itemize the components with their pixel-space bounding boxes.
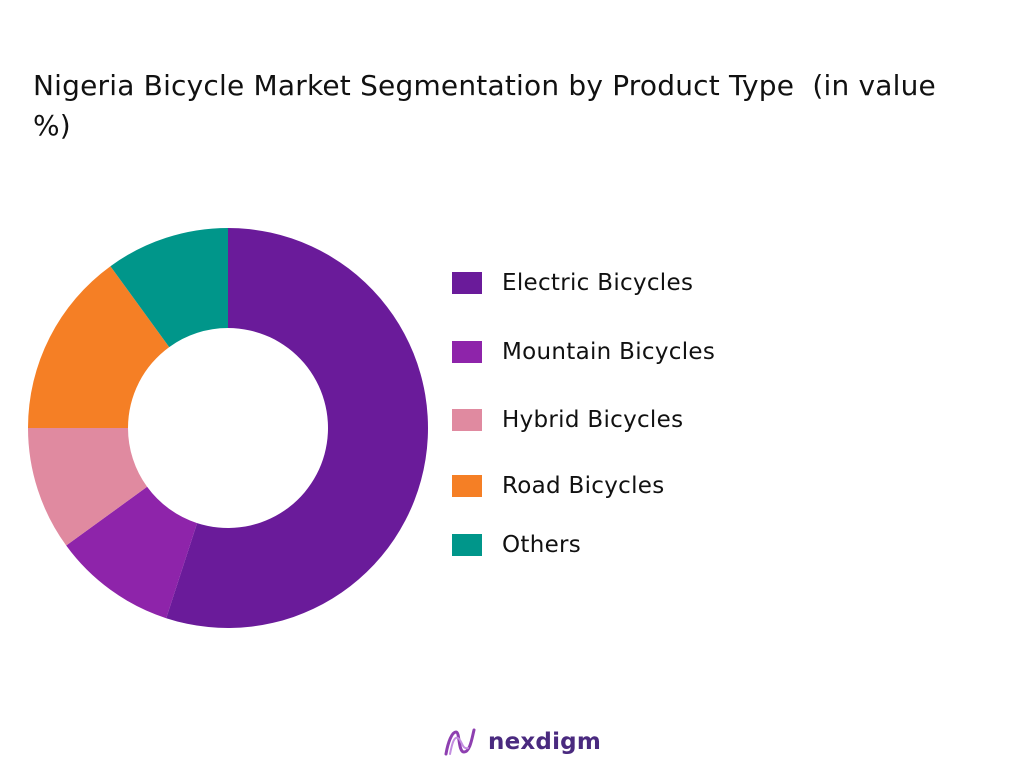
- brand: nexdigm: [442, 722, 601, 762]
- legend-swatch: [452, 341, 482, 363]
- donut-slice-others: [110, 228, 228, 348]
- legend-item: Others: [452, 528, 581, 562]
- brand-name: nexdigm: [488, 729, 601, 755]
- donut-slice-road-bicycles: [28, 266, 170, 428]
- legend-swatch: [452, 475, 482, 497]
- legend-item: Mountain Bicycles: [452, 335, 715, 369]
- legend-label: Electric Bicycles: [502, 270, 694, 296]
- legend-label: Road Bicycles: [502, 473, 665, 499]
- donut-slice-mountain-bicycles: [66, 486, 198, 619]
- nexdigm-logo-icon: [444, 728, 476, 756]
- legend-swatch: [452, 534, 482, 556]
- legend-item: Hybrid Bicycles: [452, 403, 683, 437]
- legend-label: Mountain Bicycles: [502, 339, 716, 365]
- legend-label: Others: [502, 532, 582, 558]
- donut-slice-hybrid-bicycles: [28, 428, 148, 546]
- donut-slice-electric-bicycles: [166, 228, 429, 628]
- chart-title: Nigeria Bicycle Market Segmentation by P…: [33, 69, 946, 142]
- legend-item: Road Bicycles: [452, 469, 665, 503]
- legend-swatch: [452, 409, 482, 431]
- chart-legend: Electric Bicycles Mountain Bicycles Hybrid…: [452, 266, 872, 566]
- legend-label: Hybrid Bicycles: [502, 407, 684, 433]
- legend-swatch: [452, 272, 482, 294]
- legend-item: Electric Bicycles: [452, 266, 693, 300]
